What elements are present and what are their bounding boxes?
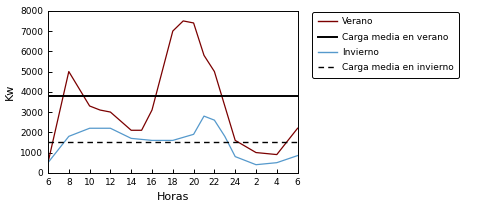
Invierno [87,127,93,130]
Verano [170,30,176,32]
Invierno [170,139,176,142]
Line: Invierno: Invierno [48,116,298,165]
Verano [87,105,93,107]
Verano [66,70,72,73]
Invierno [274,161,280,164]
Verano [149,109,155,111]
Verano [97,109,103,111]
Verano [45,161,51,164]
Y-axis label: Kw: Kw [5,84,14,100]
Verano [212,70,217,73]
Invierno [222,135,228,138]
Invierno [243,159,249,162]
Invierno [66,135,72,138]
Invierno [149,139,155,142]
Verano [295,127,300,130]
Invierno [108,127,113,130]
Verano [191,22,196,24]
Invierno [295,154,300,157]
Invierno [45,161,51,164]
Carga media en invierno [66,141,72,144]
Carga media en verano [45,95,51,97]
Verano [139,129,144,132]
Verano [108,111,113,113]
Line: Verano: Verano [48,21,298,163]
Invierno [253,164,259,166]
Invierno [232,155,238,158]
Carga media en invierno [45,141,51,144]
Verano [128,129,134,132]
Verano [201,54,207,57]
Carga media en verano [66,95,72,97]
Invierno [128,137,134,140]
Verano [274,153,280,156]
Verano [253,151,259,154]
Invierno [201,115,207,118]
Verano [180,20,186,22]
Invierno [212,119,217,121]
Verano [232,139,238,142]
Invierno [191,133,196,136]
Legend: Verano, Carga media en verano, Invierno, Carga media en invierno: Verano, Carga media en verano, Invierno,… [312,12,459,78]
X-axis label: Horas: Horas [156,192,189,202]
